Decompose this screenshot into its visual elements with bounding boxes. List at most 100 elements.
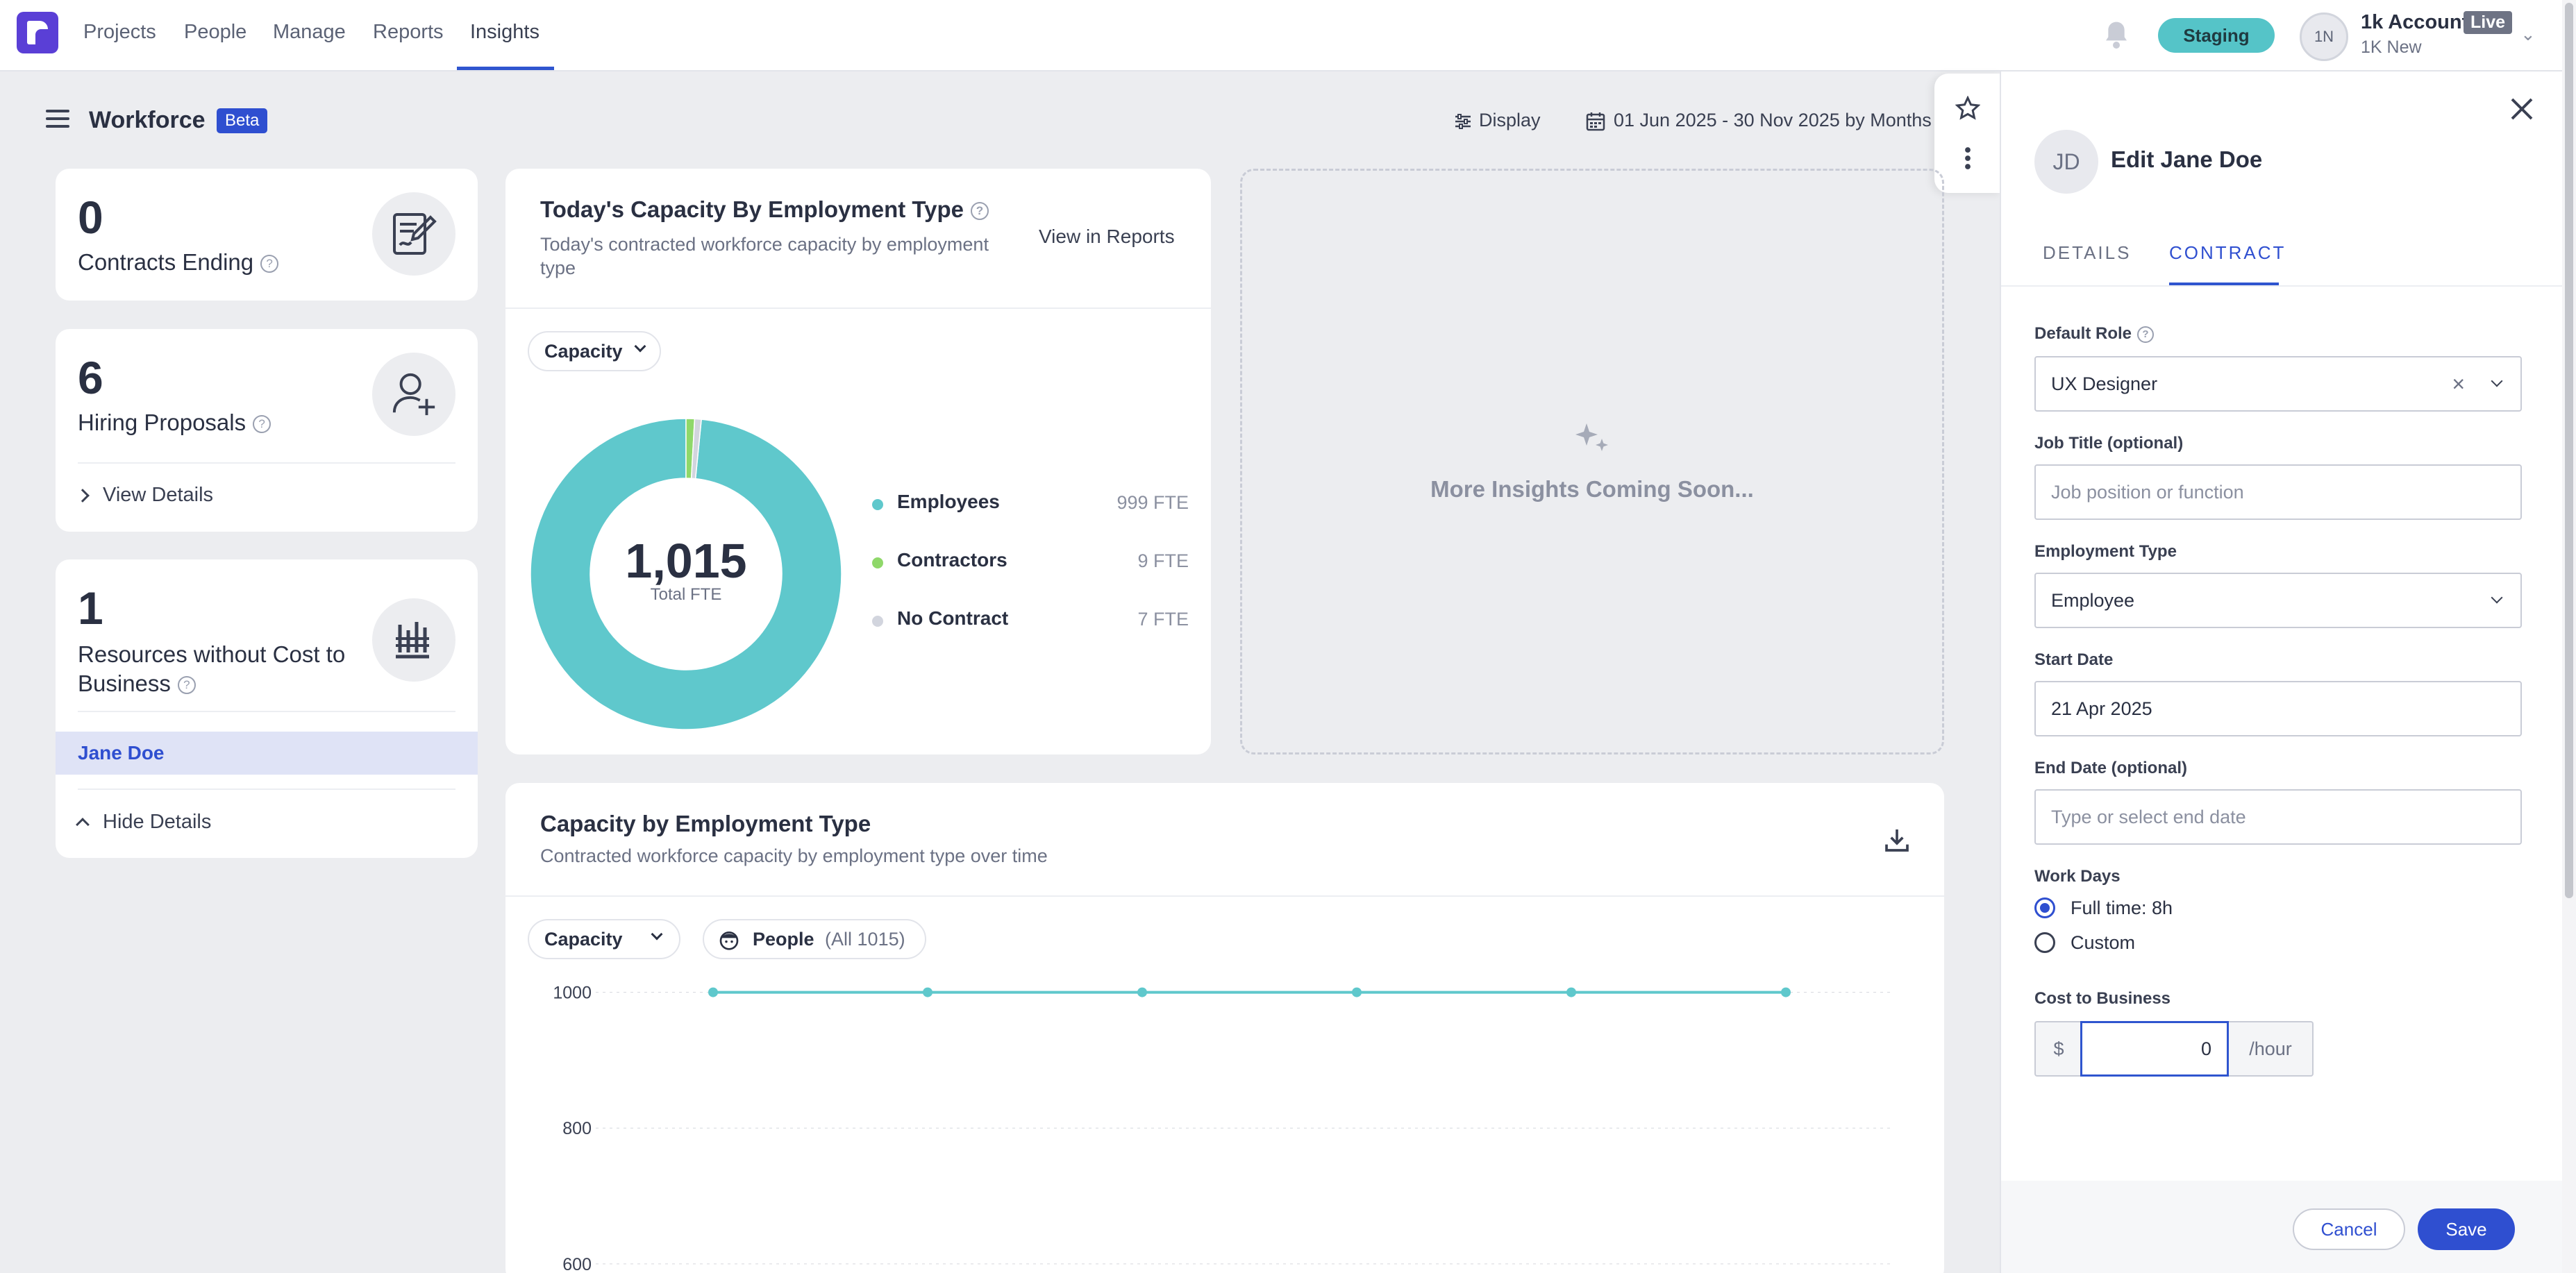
hiring-proposals-card: 6 Hiring Proposals? View Details — [56, 329, 478, 532]
environment-badge[interactable]: Staging — [2158, 18, 2275, 53]
panel-footer: Cancel Save — [2001, 1181, 2562, 1273]
contracts-ending-card: 0 Contracts Ending? — [56, 169, 478, 301]
radio-full-time[interactable] — [2034, 897, 2055, 918]
download-icon[interactable] — [1883, 826, 1911, 854]
job-title-label: Job Title (optional) — [2034, 434, 2184, 453]
start-date-input[interactable]: 21 Apr 2025 — [2034, 681, 2522, 736]
close-icon[interactable] — [2508, 95, 2536, 123]
job-title-input[interactable]: Job position or function — [2034, 464, 2522, 520]
resource-row-jane-doe[interactable]: Jane Doe — [56, 732, 478, 775]
work-days-label: Work Days — [2034, 867, 2121, 886]
nav-projects[interactable]: Projects — [83, 21, 156, 43]
chevron-down-icon — [651, 928, 663, 941]
data-point[interactable] — [1137, 987, 1147, 997]
live-badge: Live — [2464, 11, 2513, 34]
contract-edit-icon — [372, 192, 455, 276]
y-tick-label: 1000 — [553, 984, 592, 1003]
capacity-dropdown[interactable]: Capacity — [528, 919, 680, 959]
chevron-up-icon — [76, 818, 90, 832]
default-role-select[interactable]: UX Designer × — [2034, 356, 2522, 412]
people-filter[interactable]: People (All 1015) — [703, 919, 926, 959]
legend-value: 9 FTE — [1137, 550, 1189, 571]
total-fte-label: Total FTE — [650, 585, 722, 604]
help-icon[interactable]: ? — [970, 202, 989, 221]
account-subtitle: 1K New — [2361, 37, 2422, 57]
top-navigation: Projects People Manage Reports Insights … — [0, 0, 2576, 71]
legend-label: No Contract — [897, 607, 1009, 629]
help-icon[interactable]: ? — [253, 415, 271, 434]
chevron-right-icon — [76, 489, 90, 503]
more-vertical-icon[interactable] — [1959, 146, 1976, 171]
hide-details-link[interactable]: Hide Details — [76, 811, 211, 834]
radio-custom[interactable] — [2034, 932, 2055, 953]
donut-center: 1,015 Total FTE — [530, 537, 842, 605]
stat-label: Contracts Ending? — [78, 249, 279, 276]
donut-slice-no-contract[interactable] — [690, 419, 702, 480]
currency-addon: $ — [2034, 1021, 2082, 1077]
data-point[interactable] — [1566, 987, 1576, 997]
view-details-link[interactable]: View Details — [76, 484, 213, 507]
data-point[interactable] — [923, 987, 932, 997]
legend-dot — [872, 616, 883, 627]
account-name[interactable]: 1k Account — [2361, 11, 2469, 33]
y-tick-label: 800 — [562, 1119, 592, 1138]
panel-title: Edit Jane Doe — [2111, 146, 2263, 172]
stat-value: 1 — [78, 582, 103, 634]
help-icon[interactable]: ? — [260, 255, 279, 273]
card-subtitle: Today's contracted workforce capacity by… — [540, 234, 989, 278]
data-point[interactable] — [708, 987, 718, 997]
radio-full-time-label: Full time: 8h — [2071, 897, 2173, 918]
chevron-down-icon[interactable]: ⌄ — [2520, 24, 2536, 44]
date-range-button[interactable]: 01 Jun 2025 - 30 Nov 2025 by Months — [1586, 110, 1932, 131]
end-date-input[interactable]: Type or select end date — [2034, 789, 2522, 845]
sliders-icon — [1455, 113, 1471, 129]
chevron-down-icon — [2491, 375, 2503, 387]
default-role-label: Default Role? — [2034, 324, 2155, 344]
nav-manage[interactable]: Manage — [273, 21, 346, 43]
tab-details[interactable]: DETAILS — [2043, 242, 2132, 263]
capacity-donut-chart — [530, 419, 842, 730]
divider — [505, 307, 1211, 309]
stat-value: 0 — [78, 192, 103, 243]
capacity-dropdown[interactable]: Capacity — [528, 331, 661, 371]
legend-value: 999 FTE — [1116, 492, 1189, 513]
beta-badge: Beta — [217, 108, 268, 133]
legend-dot — [872, 557, 883, 568]
nav-reports[interactable]: Reports — [373, 21, 444, 43]
data-point[interactable] — [1781, 987, 1791, 997]
save-button[interactable]: Save — [2418, 1208, 2515, 1250]
bell-icon[interactable] — [2102, 19, 2130, 50]
view-in-reports-link[interactable]: View in Reports — [1039, 226, 1175, 247]
nav-active-indicator — [457, 67, 554, 70]
employment-type-select[interactable]: Employee — [2034, 573, 2522, 628]
calendar-icon — [1586, 112, 1605, 131]
date-range-label: 01 Jun 2025 - 30 Nov 2025 by Months — [1614, 110, 1932, 130]
card-title: Today's Capacity By Employment Type? — [540, 196, 989, 223]
person-face-icon — [719, 931, 739, 950]
cost-input[interactable]: 0 — [2080, 1021, 2229, 1077]
account-avatar[interactable]: 1N — [2300, 12, 2348, 61]
cancel-button[interactable]: Cancel — [2293, 1208, 2405, 1250]
donut-slice-employees[interactable] — [530, 419, 842, 730]
help-icon[interactable]: ? — [2137, 326, 2155, 343]
side-toolbar — [1934, 74, 2002, 193]
data-point[interactable] — [1352, 987, 1362, 997]
nav-insights[interactable]: Insights — [470, 21, 540, 43]
divider — [505, 895, 1944, 897]
scrollbar-thumb[interactable] — [2565, 3, 2573, 898]
legend-item-contractors: Contractors 9 FTE — [872, 548, 1189, 575]
clear-icon[interactable]: × — [2452, 371, 2465, 396]
help-icon[interactable]: ? — [177, 676, 196, 695]
nav-people[interactable]: People — [184, 21, 247, 43]
display-button[interactable]: Display — [1454, 110, 1541, 131]
star-icon[interactable] — [1955, 96, 1980, 121]
employment-type-label: Employment Type — [2034, 542, 2177, 561]
capacity-line-chart: 1000 800 600 — [553, 984, 1891, 1273]
y-tick-label: 600 — [562, 1255, 592, 1273]
divider — [78, 789, 455, 790]
menu-icon[interactable] — [46, 110, 69, 128]
app-logo[interactable] — [17, 12, 58, 53]
stat-label: Resources without Cost to Business? — [78, 641, 346, 696]
tab-contract[interactable]: CONTRACT — [2169, 242, 2286, 263]
columns-icon — [372, 598, 455, 682]
